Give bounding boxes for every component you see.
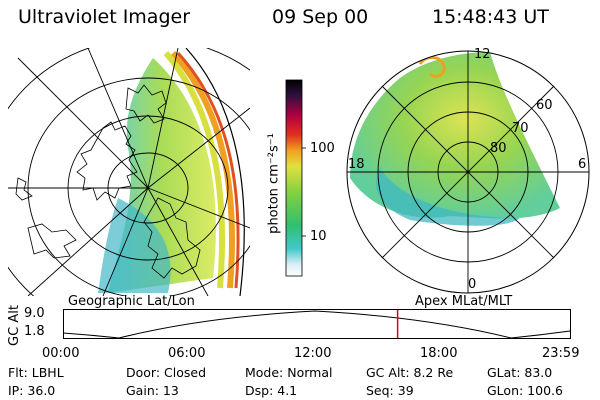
seq-info: Seq: 39 xyxy=(366,383,414,398)
colorbar-tick-100: 100 xyxy=(310,141,335,156)
right-panel-label: Apex MLat/MLT xyxy=(415,294,513,309)
mode-info: Mode: Normal xyxy=(245,365,333,380)
timeline-xtick-2359: 23:59 xyxy=(542,346,580,361)
timeline-xtick-0000: 00:00 xyxy=(42,346,80,361)
gc-alt-info: GC Alt: 8.2 Re xyxy=(366,365,454,380)
timeline-ytick-top: 9.0 xyxy=(24,306,45,321)
lat-label-70: 70 xyxy=(512,121,529,136)
polar-image xyxy=(346,50,590,294)
glon-info: GLon: 100.6 xyxy=(487,383,563,398)
colorbar-tick-10: 10 xyxy=(310,229,327,244)
lat-label-80: 80 xyxy=(490,141,507,156)
timeline-xtick-0600: 06:00 xyxy=(168,346,206,361)
lat-label-60: 60 xyxy=(536,98,553,113)
timeline-ylabel: GC Alt xyxy=(6,305,22,346)
date-label: 09 Sep 00 xyxy=(272,6,369,28)
ip-info: IP: 36.0 xyxy=(8,383,56,398)
mlt-label-18: 18 xyxy=(348,157,365,172)
colorbar xyxy=(285,79,306,277)
geographic-image xyxy=(8,48,250,296)
timeline-xtick-1800: 18:00 xyxy=(420,346,458,361)
colorbar-unit-label: photon cm⁻²s⁻¹ xyxy=(266,133,282,234)
filter-info: Flt: LBHL xyxy=(8,365,64,380)
door-info: Door: Closed xyxy=(126,365,207,380)
left-panel-label: Geographic Lat/Lon xyxy=(68,294,195,309)
timeline-plot xyxy=(63,309,571,339)
timeline-xtick-1200: 12:00 xyxy=(294,346,332,361)
mlt-label-0: 0 xyxy=(468,277,477,292)
mlt-label-6: 6 xyxy=(578,157,587,172)
dsp-info: Dsp: 4.1 xyxy=(245,383,298,398)
glat-info: GLat: 83.0 xyxy=(487,365,553,380)
timeline-ytick-bottom: 1.8 xyxy=(24,324,45,339)
mlt-label-12: 12 xyxy=(474,47,491,62)
instrument-title: Ultraviolet Imager xyxy=(18,6,191,28)
time-label: 15:48:43 UT xyxy=(432,6,549,28)
gain-info: Gain: 13 xyxy=(126,383,179,398)
